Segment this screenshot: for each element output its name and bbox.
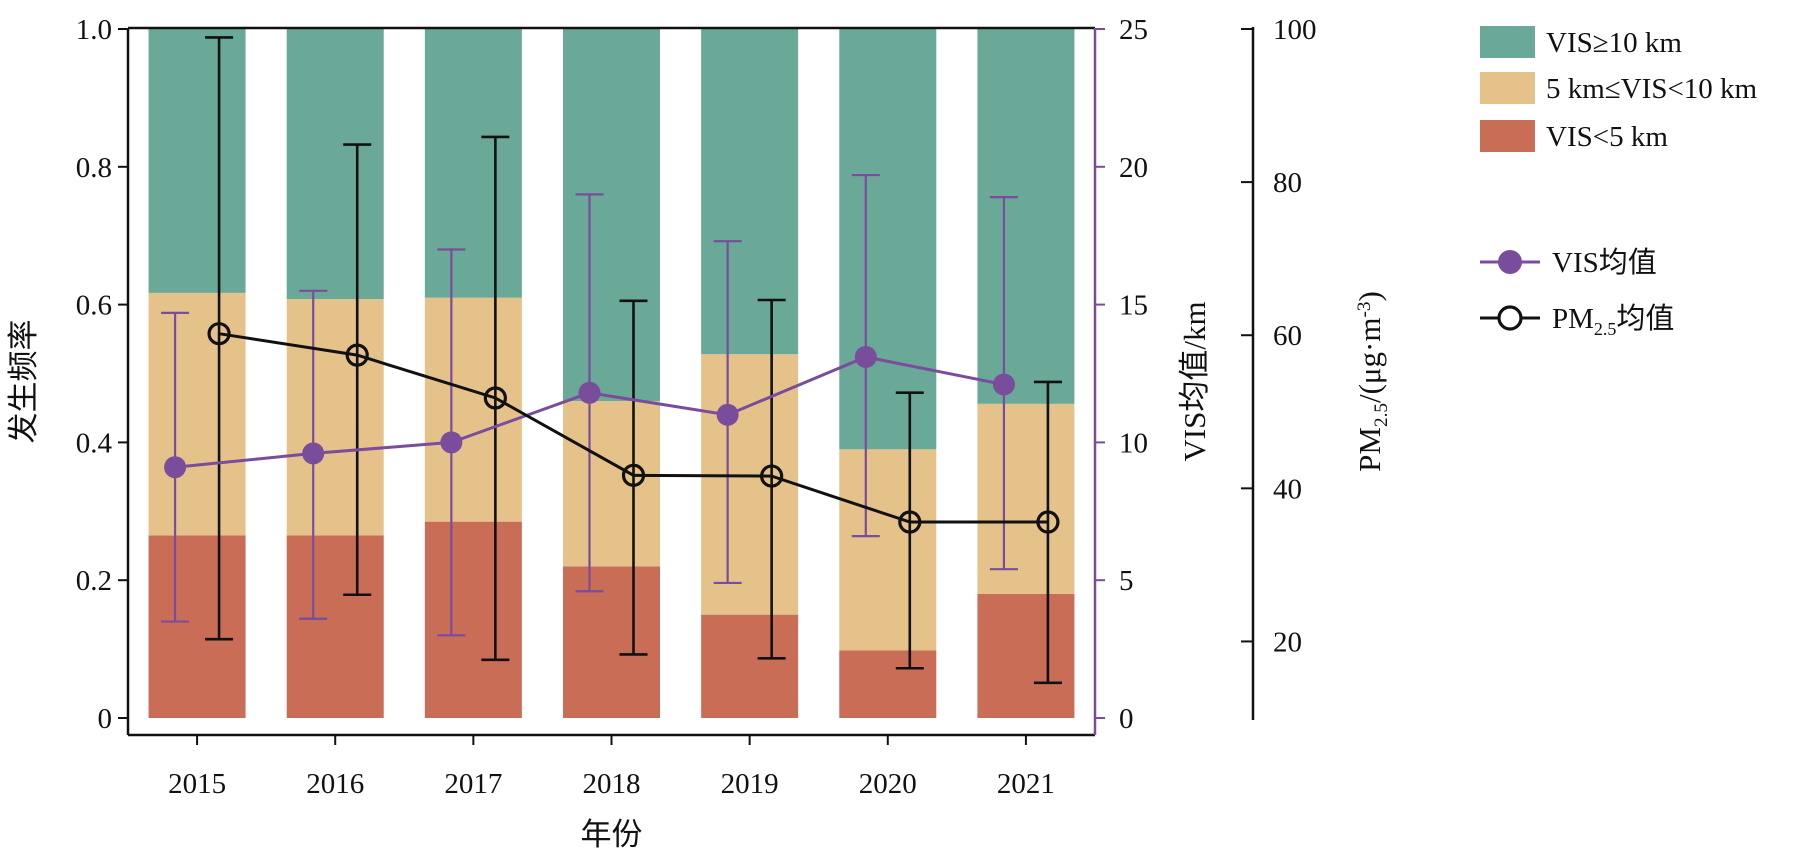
data-point xyxy=(302,442,325,465)
data-point xyxy=(716,403,739,426)
series-lines xyxy=(164,322,1060,534)
x-tick-label: 2021 xyxy=(997,768,1055,800)
right-vis-tick-label: 20 xyxy=(1119,152,1148,184)
bar-segment xyxy=(839,449,937,651)
data-point xyxy=(483,386,507,410)
right-vis-axis-title: VIS均值/km xyxy=(1177,301,1212,461)
bar-segment xyxy=(839,650,937,718)
series-line xyxy=(218,332,1048,524)
right-pm-tick-label: 80 xyxy=(1273,167,1302,199)
right-pm-tick-label: 20 xyxy=(1273,626,1302,658)
legend-swatch xyxy=(1480,72,1535,104)
left-axis-title: 发生频率 xyxy=(6,320,41,444)
right-pm-tick-label: 40 xyxy=(1273,473,1302,505)
bar-segment xyxy=(148,29,246,293)
legend-swatch xyxy=(1480,26,1535,58)
legend-label: VIS≥10 km xyxy=(1546,27,1682,59)
axes: 0 0.2 0.4 0.6 0.8 1.0 0 5 10 15 20 25 20 40 60 80 100 201… xyxy=(6,14,1392,852)
data-point xyxy=(1036,510,1060,534)
legend-label: VIS均值 xyxy=(1552,246,1657,279)
bar-segment xyxy=(286,299,384,536)
x-tick-label: 2018 xyxy=(583,768,641,800)
data-point xyxy=(760,464,784,488)
bar-segment xyxy=(148,535,246,718)
stacked-bars xyxy=(148,29,1075,718)
legend-swatch xyxy=(1480,120,1535,152)
right-vis-tick-label: 25 xyxy=(1119,14,1148,46)
data-point xyxy=(854,345,877,368)
data-point xyxy=(207,322,231,346)
right-pm-tick-label: 60 xyxy=(1273,320,1302,352)
data-point xyxy=(164,456,187,479)
bar-segment xyxy=(563,566,660,718)
x-tick-label: 2015 xyxy=(168,768,226,800)
legend: VIS≥10 km 5 km≤VIS<10 km VIS<5 km VIS均值 PM2.… xyxy=(1480,26,1758,339)
legend-label: VIS<5 km xyxy=(1546,121,1668,153)
legend-marker xyxy=(1497,305,1523,331)
x-tick-label: 2016 xyxy=(306,768,364,800)
bar-segment xyxy=(148,292,246,536)
bar-segment xyxy=(977,29,1075,404)
legend-marker xyxy=(1498,250,1522,274)
left-tick-label: 0.4 xyxy=(76,427,113,459)
data-point xyxy=(345,343,369,367)
data-point xyxy=(440,431,463,454)
right-vis-tick-label: 5 xyxy=(1119,565,1134,597)
data-point xyxy=(992,373,1015,396)
left-tick-label: 0.8 xyxy=(76,152,112,184)
right-pm-tick-label: 100 xyxy=(1273,14,1317,46)
right-vis-tick-label: 0 xyxy=(1119,703,1134,735)
left-tick-label: 0.6 xyxy=(76,290,112,322)
x-axis-title: 年份 xyxy=(581,817,643,852)
bar-segment xyxy=(563,401,660,567)
bar-segment xyxy=(977,403,1075,594)
bar-segment xyxy=(424,521,522,718)
right-pm-axis-title: PM2.5/(μg·m-3) xyxy=(1352,291,1392,472)
x-tick-label: 2019 xyxy=(721,768,779,800)
data-point xyxy=(578,381,601,404)
x-tick-label: 2020 xyxy=(859,768,917,800)
x-tick-label: 2017 xyxy=(444,768,502,800)
bar-segment xyxy=(424,29,522,298)
bar-segment xyxy=(701,29,799,355)
left-tick-label: 0.2 xyxy=(76,565,112,597)
left-tick-label: 0 xyxy=(98,703,113,735)
legend-label: PM2.5均值 xyxy=(1552,302,1674,339)
legend-label: 5 km≤VIS<10 km xyxy=(1546,73,1758,105)
bar-segment xyxy=(424,297,522,522)
bar-segment xyxy=(977,593,1075,718)
data-point xyxy=(898,510,922,534)
data-point xyxy=(621,463,646,487)
bar-segment xyxy=(563,29,660,402)
bar-segment xyxy=(839,29,937,450)
bar-segment xyxy=(701,354,799,615)
left-tick-label: 1.0 xyxy=(76,14,112,46)
right-vis-tick-label: 10 xyxy=(1119,427,1148,459)
bar-segment xyxy=(286,535,384,718)
bar-segment xyxy=(286,29,384,300)
right-vis-tick-label: 15 xyxy=(1119,290,1148,322)
bar-segment xyxy=(701,614,799,718)
